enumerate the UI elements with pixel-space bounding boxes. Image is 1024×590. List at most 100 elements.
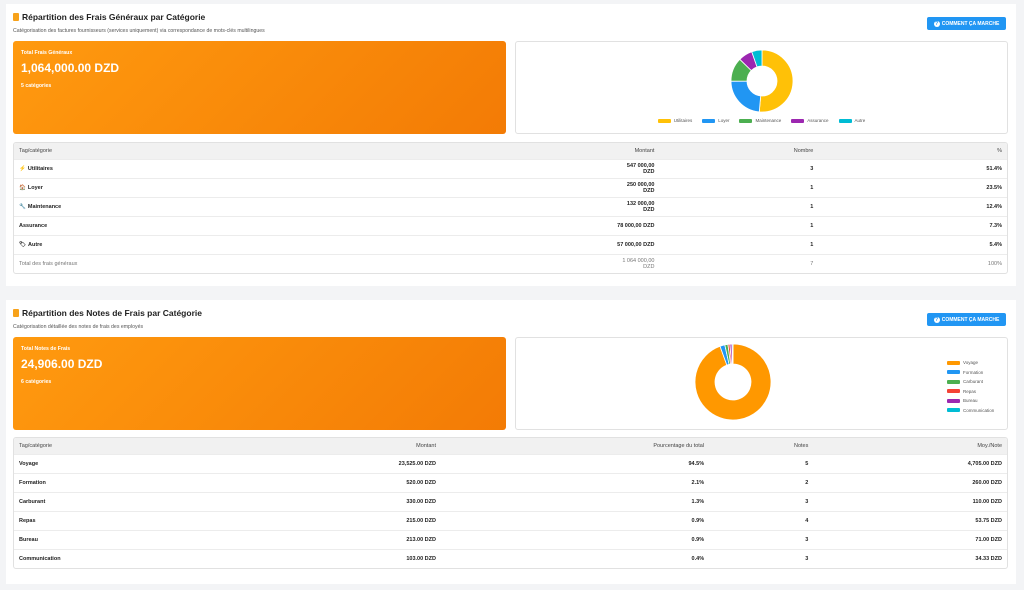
cell-count: 1 [659, 215, 819, 235]
cell-count: 1 [659, 196, 819, 216]
cell-count: 3 [659, 158, 819, 178]
total-row: Total des frais généraux 1 064 000,00 DZD… [14, 253, 1007, 273]
legend-label: Bureau [963, 398, 978, 403]
table-row: Assurance 78 000,00 DZD 1 7.3% [14, 215, 1007, 235]
col-header-avg[interactable]: Moy./Note [813, 438, 1007, 454]
legend-label: Loyer [718, 118, 730, 123]
cell-tag: 🔧 Maintenance [14, 196, 610, 216]
legend-swatch [947, 360, 960, 365]
cell-avg: 71.00 DZD [813, 529, 1007, 549]
legend-label: Voyage [963, 360, 979, 365]
category-count: 5 catégories [21, 83, 52, 89]
legend-swatch [947, 370, 960, 374]
total-value: 24,906.00 DZD [21, 357, 103, 371]
col-header-pct[interactable]: Pourcentage du total [440, 438, 710, 454]
cell-tag: Formation [14, 472, 114, 492]
chart-legend: Utilitaires Loyer Maintenance Assurance Autr… [516, 118, 1007, 123]
donut-chart [730, 49, 794, 113]
col-header-tag[interactable]: Tag/catégorie [14, 438, 114, 454]
table-row: Voyage 23,525.00 DZD 94.5% 5 4,705.00 DZD [14, 453, 1007, 473]
tag-label: Maintenance [27, 203, 62, 210]
total-label: Total Frais Généraux [21, 50, 73, 56]
cell-count: 1 [659, 234, 819, 254]
cell-tag: 🏠 Loyer [14, 177, 610, 197]
how-it-works-button[interactable]: ? COMMENT ÇA MARCHE [927, 313, 1006, 326]
total-label: Total des frais généraux [14, 253, 610, 273]
col-header-pct[interactable]: % [818, 143, 1007, 159]
table-row: Formation 520.00 DZD 2.1% 2 260.00 DZD [14, 472, 1007, 492]
donut-chart-box: Utilitaires Loyer Maintenance Assurance Autr… [515, 41, 1008, 134]
section-subtitle: Catégorisation des factures fournisseurs… [13, 28, 265, 34]
legend-label: Assurance [807, 118, 829, 123]
legend-item[interactable]: Carburant [947, 379, 994, 384]
table-row: Bureau 213.00 DZD 0.9% 3 71.00 DZD [14, 529, 1007, 549]
legend-item[interactable]: Bureau [947, 398, 994, 403]
legend-swatch [947, 398, 960, 403]
legend-item[interactable]: Autre [838, 118, 865, 123]
cell-notes: 3 [709, 491, 814, 511]
cell-tag: Assurance [14, 215, 610, 235]
donut-slice-utilitaires[interactable] [758, 49, 794, 113]
donut-chart-box: Voyage Formation Carburant Repas Bureau Commu… [515, 337, 1008, 430]
cell-amount: 250 000,00 DZD [609, 177, 660, 197]
cell-tag: Carburant [14, 491, 114, 511]
section-title-text: Répartition des Notes de Frais par Catég… [22, 308, 202, 318]
col-header-count[interactable]: Nombre [659, 143, 819, 159]
cell-tag: Voyage [14, 453, 114, 473]
question-icon: ? [933, 20, 940, 27]
legend-swatch [838, 118, 852, 123]
expense-notes-section: Répartition des Notes de Frais par Catég… [6, 300, 1016, 584]
legend-label: Communication [963, 407, 995, 413]
col-header-amount[interactable]: Montant [609, 143, 660, 159]
legend-item[interactable]: Assurance [791, 118, 829, 123]
cell-avg: 53.75 DZD [813, 510, 1007, 530]
total-card: Total Notes de Frais 24,906.00 DZD 6 cat… [13, 337, 506, 430]
legend-label: Carburant [963, 379, 984, 384]
tag-label: Utilitaires [27, 165, 53, 172]
cell-pct: 51.4% [818, 158, 1007, 178]
categories-table: Tag/catégorie Montant Nombre % ⚡ Utilitai… [13, 142, 1008, 274]
cell-pct: 0.9% [440, 529, 710, 549]
legend-item[interactable]: Formation [947, 370, 994, 375]
how-it-works-button[interactable]: ? COMMENT ÇA MARCHE [927, 17, 1006, 30]
legend-swatch [947, 389, 960, 393]
cell-amount: 103.00 DZD [113, 548, 441, 568]
cell-amount: 57 000,00 DZD [609, 234, 660, 254]
lightning-icon: ⚡ [19, 165, 26, 172]
col-header-tag[interactable]: Tag/catégorie [14, 143, 610, 159]
col-header-notes[interactable]: Notes [709, 438, 814, 454]
table-row: Carburant 330.00 DZD 1.3% 3 110.00 DZD [14, 491, 1007, 511]
wrench-icon: 🔧 [19, 203, 26, 210]
col-header-amount[interactable]: Montant [113, 438, 441, 454]
cell-avg: 34.33 DZD [813, 548, 1007, 568]
cell-pct: 94.5% [440, 453, 710, 473]
cell-notes: 3 [709, 529, 814, 549]
legend-item[interactable]: Utilitaires [657, 118, 693, 123]
donut-slice-communication[interactable] [731, 343, 734, 365]
house-icon: 🏠 [19, 184, 26, 191]
how-it-works-label: COMMENT ÇA MARCHE [941, 20, 1000, 27]
donut-slice-autre[interactable] [751, 49, 763, 68]
legend-label: Formation [963, 369, 984, 375]
cell-tag: Repas [14, 510, 114, 530]
section-title: Répartition des Notes de Frais par Catég… [13, 308, 202, 318]
legend-label: Maintenance [755, 118, 782, 123]
cell-pct: 0.9% [440, 510, 710, 530]
legend-swatch [947, 408, 960, 412]
legend-item[interactable]: Communication [947, 408, 994, 413]
donut-slice-loyer[interactable] [730, 80, 762, 113]
cell-tag: 🏷 Autre [14, 234, 610, 254]
table-row: 🏷 Autre 57 000,00 DZD 1 5.4% [14, 234, 1007, 254]
overhead-section: Répartition des Frais Généraux par Catég… [6, 4, 1016, 286]
legend-item[interactable]: Repas [947, 389, 994, 394]
legend-item[interactable]: Maintenance [739, 118, 781, 123]
legend-label: Utilitaires [673, 118, 693, 123]
legend-item[interactable]: Loyer [702, 118, 729, 123]
cell-tag: Bureau [14, 529, 114, 549]
cell-pct: 23.5% [818, 177, 1007, 197]
cell-pct: 1.3% [440, 491, 710, 511]
cell-pct: 7.3% [818, 215, 1007, 235]
legend-item[interactable]: Voyage [947, 360, 994, 365]
donut-slice-voyage[interactable] [694, 343, 772, 421]
legend-swatch [791, 118, 805, 123]
